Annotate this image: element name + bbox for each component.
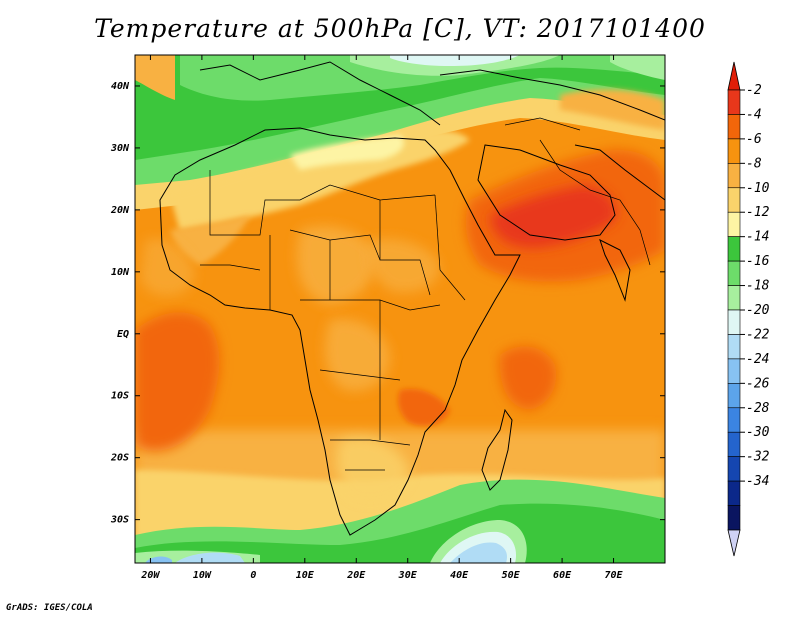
colorbar-label: -4 xyxy=(746,107,762,122)
colorbar-label: -10 xyxy=(746,181,770,196)
colorbar-swatch xyxy=(727,334,741,360)
colorbar-swatch xyxy=(727,383,741,409)
lon-tick-label: 20W xyxy=(140,570,160,581)
colorbar-swatch xyxy=(727,236,741,262)
colorbar-swatch xyxy=(727,260,741,286)
lat-tick-label: 10S xyxy=(111,391,129,402)
colorbar-swatch xyxy=(727,358,741,384)
colorbar-label: -8 xyxy=(746,156,762,171)
country-borders xyxy=(200,117,651,471)
colorbar-label: -2 xyxy=(746,83,762,98)
colorbar-label: -14 xyxy=(746,230,769,245)
colorbar-swatch xyxy=(727,285,741,311)
lon-tick-label: 10W xyxy=(193,570,212,581)
grads-credit: GrADS: IGES/COLA xyxy=(6,603,93,613)
colorbar-label: -18 xyxy=(746,279,770,294)
colorbar-label: -20 xyxy=(746,303,770,318)
colorbar-label: -12 xyxy=(746,205,770,220)
colorbar-label: -22 xyxy=(746,327,770,342)
colorbar-top-arrow xyxy=(727,61,741,91)
lat-tick-label: EQ xyxy=(117,329,129,340)
lon-tick-label: 60E xyxy=(553,570,572,581)
colorbar-swatch xyxy=(727,114,741,140)
colorbar-swatch xyxy=(727,480,741,506)
temperature-field xyxy=(135,55,665,563)
lat-tick-label: 40N xyxy=(111,81,130,92)
coastlines xyxy=(159,61,665,536)
longitude-axis: 20W 10W 0 10E 20E 30E 40E 50E 60E 70E xyxy=(140,55,624,581)
colorbar-swatch xyxy=(727,407,741,433)
lon-tick-label: 20E xyxy=(346,570,366,581)
lat-tick-label: 10N xyxy=(111,267,130,278)
lat-tick-label: 30S xyxy=(110,515,129,526)
lon-tick-label: 0 xyxy=(250,570,256,581)
colorbar-label: -28 xyxy=(746,401,770,416)
chart-title: Temperature at 500hPa [C], VT: 201710140… xyxy=(94,14,706,43)
colorbar-bottom-arrow xyxy=(727,529,741,557)
map-frame xyxy=(134,54,666,564)
colorbar-swatch xyxy=(727,211,741,237)
colorbar-swatch xyxy=(727,309,741,335)
colorbar-swatch xyxy=(727,89,741,115)
colorbar-label: -34 xyxy=(746,474,769,489)
lat-tick-label: 30N xyxy=(110,143,130,154)
colorbar-swatch xyxy=(727,138,741,164)
colorbar-swatch xyxy=(727,163,741,189)
colorbar-swatch xyxy=(727,505,741,531)
colorbar-label: -24 xyxy=(746,352,769,367)
lon-tick-label: 70E xyxy=(605,570,624,581)
colorbar-swatch xyxy=(727,456,741,482)
lon-tick-label: 30E xyxy=(398,570,418,581)
lon-tick-label: 10E xyxy=(296,570,315,581)
colorbar-label: -6 xyxy=(746,132,762,147)
colorbar-swatch xyxy=(727,431,741,457)
lat-tick-label: 20S xyxy=(110,453,129,464)
colorbar-label: -32 xyxy=(746,450,770,465)
colorbar-label: -30 xyxy=(746,425,770,440)
colorbar-swatch xyxy=(727,187,741,213)
latitude-axis: 40N 30N 20N 10N EQ 10S 20S 30S xyxy=(110,81,665,526)
lat-tick-label: 20N xyxy=(110,205,130,216)
colorbar-label: -16 xyxy=(746,254,770,269)
colorbar-label: -26 xyxy=(746,376,770,391)
lon-tick-label: 40E xyxy=(450,570,469,581)
lon-tick-label: 50E xyxy=(502,570,521,581)
